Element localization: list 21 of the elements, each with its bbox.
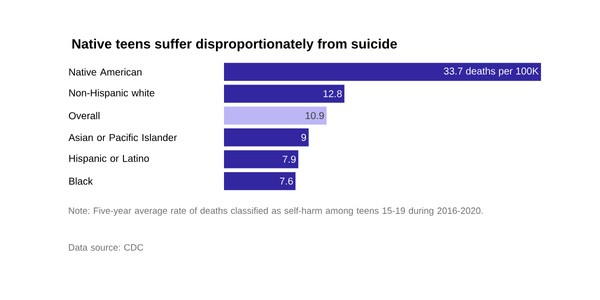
bar [224, 150, 298, 168]
bar [224, 84, 344, 103]
bar [224, 128, 309, 146]
data-label: 7.6 [280, 178, 293, 185]
bar [224, 62, 542, 81]
y-tick-label: Asian or Pacific Islander [68, 134, 177, 142]
y-tick-label: Black [69, 177, 93, 185]
y-tick-label: Hispanic or Latino [69, 154, 149, 164]
y-tick-label: Native American [69, 68, 142, 76]
bar [224, 106, 327, 125]
source-note: Data source: CDC [68, 244, 144, 251]
text: Note: Five-year average rate of deaths classified as self-harm among teens 15-19 during 2016-2020. [68, 207, 482, 216]
chart-title: Native teens suffer disproportionately from suicide [72, 38, 397, 52]
y-tick-label: Non-Hispanic white [69, 89, 154, 98]
data-label: 7.9 [282, 156, 296, 163]
data-label: 33.7 deaths per 100K [444, 67, 539, 77]
y-tick-label: Overall [68, 112, 100, 120]
data-label: 12.8 [324, 90, 342, 98]
data-label: 10.9 [306, 112, 324, 120]
bar [224, 172, 296, 190]
data-label: 9 [301, 134, 306, 141]
